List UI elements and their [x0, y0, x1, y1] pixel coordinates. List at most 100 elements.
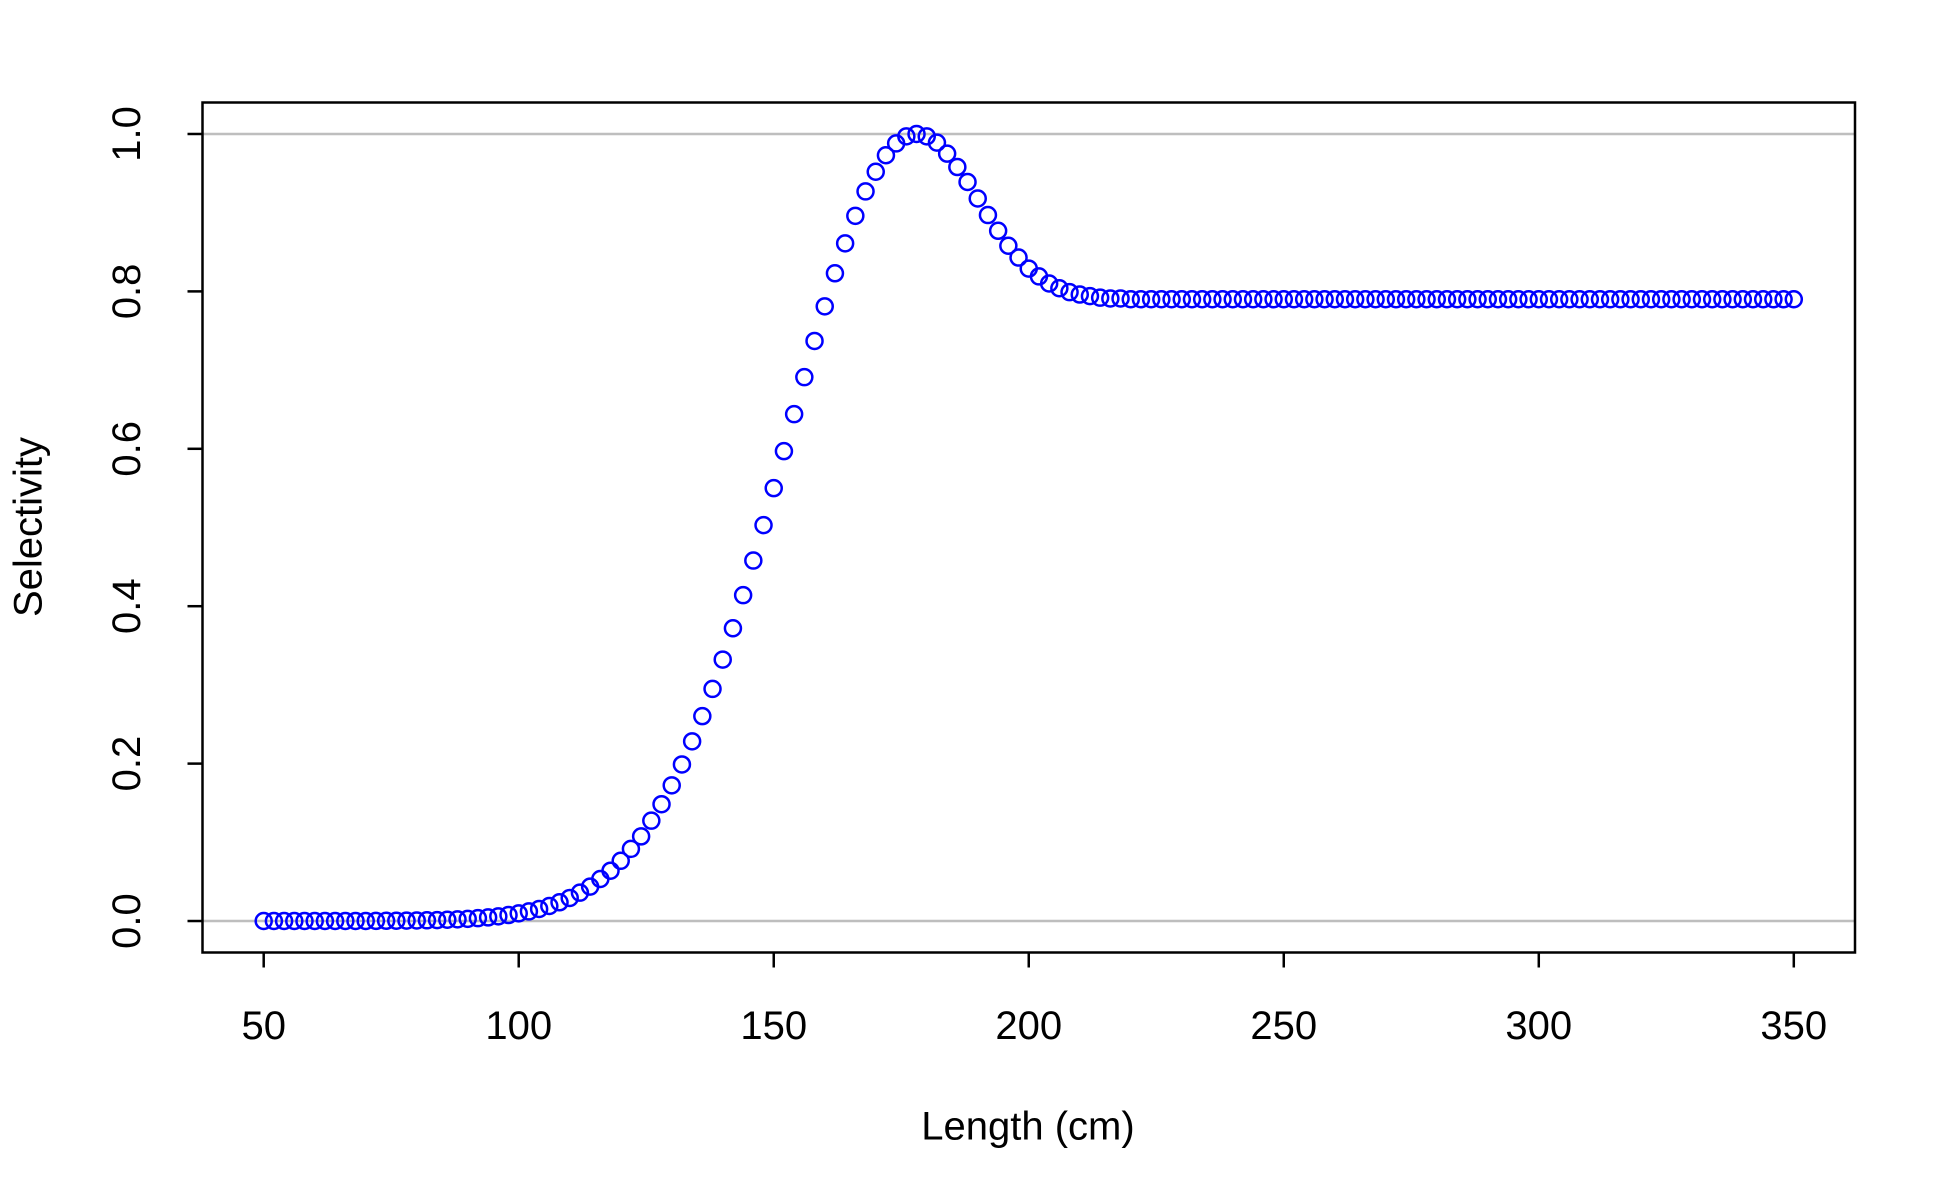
data-point: [1723, 290, 1742, 309]
data-point: [764, 478, 783, 498]
data-point: [1539, 290, 1559, 309]
data-point: [1417, 290, 1436, 309]
data-point: [529, 899, 549, 919]
data-point: [621, 839, 641, 859]
data-point: [825, 264, 845, 283]
data-point: [1549, 290, 1569, 309]
data-point: [601, 861, 620, 880]
data-point: [1284, 290, 1304, 309]
y-tick-label: 0.2: [105, 736, 149, 792]
data-point: [897, 127, 916, 146]
data-point: [948, 157, 967, 177]
data-point: [1182, 290, 1202, 309]
data-point: [744, 551, 763, 570]
data-point: [1447, 290, 1467, 309]
data-point: [1009, 248, 1028, 267]
data-point: [1458, 290, 1477, 309]
data-point: [387, 911, 406, 930]
data-point: [274, 911, 294, 931]
data-point: [1560, 290, 1579, 309]
data-point: [1519, 290, 1538, 309]
data-point: [1733, 290, 1753, 309]
data-point: [1039, 274, 1059, 293]
data-point: [1070, 285, 1090, 304]
data-point: [376, 911, 396, 931]
data-point: [988, 221, 1008, 241]
data-point: [305, 911, 324, 931]
data-point: [1509, 290, 1528, 309]
data-point: [1356, 290, 1375, 309]
data-point: [1621, 290, 1640, 309]
data-point: [907, 124, 926, 144]
data-point: [1090, 288, 1110, 307]
data-point: [1101, 289, 1120, 308]
data-point: [1264, 290, 1283, 309]
data-point: [1050, 278, 1069, 298]
data-point: [917, 127, 936, 146]
data-point: [1682, 290, 1702, 309]
data-point: [856, 182, 875, 201]
data-point: [1784, 290, 1804, 309]
data-point: [805, 331, 824, 351]
data-point: [1213, 290, 1232, 309]
data-point: [366, 911, 386, 931]
data-point: [1407, 290, 1426, 309]
data-point: [876, 145, 896, 165]
data-point: [999, 236, 1018, 255]
data-point: [407, 911, 426, 930]
data-point: [550, 893, 569, 912]
data-point: [1600, 290, 1620, 309]
data-point: [1570, 290, 1589, 309]
data-point: [611, 851, 630, 871]
y-axis-label: Selectivity: [7, 437, 51, 617]
data-point: [672, 755, 692, 774]
data-point: [1478, 290, 1498, 309]
data-point: [1774, 290, 1793, 309]
data-point: [1692, 290, 1712, 309]
data-point: [1121, 290, 1141, 309]
data-point: [723, 618, 743, 638]
y-tick-label: 0.8: [105, 264, 149, 320]
data-point: [774, 441, 794, 461]
data-point: [1141, 290, 1161, 309]
data-point: [703, 679, 722, 699]
data-point: [693, 706, 712, 726]
data-point: [1192, 290, 1212, 309]
data-point: [295, 911, 314, 931]
data-point: [458, 909, 477, 929]
y-tick-label: 1.0: [105, 106, 149, 162]
data-point: [438, 910, 457, 930]
data-point: [846, 206, 865, 226]
data-point: [1662, 290, 1681, 309]
data-point: [642, 811, 661, 830]
data-point: [478, 908, 498, 927]
data-point: [1315, 290, 1334, 309]
data-point: [733, 585, 753, 605]
data-point: [315, 911, 335, 931]
data-point: [1580, 290, 1600, 309]
data-point: [448, 910, 467, 929]
data-point: [1631, 290, 1651, 309]
x-tick-label: 350: [1760, 1004, 1827, 1048]
data-point: [325, 911, 345, 931]
x-tick-label: 200: [995, 1004, 1062, 1048]
y-tick-label: 0.4: [105, 578, 149, 634]
data-point: [1702, 290, 1722, 309]
data-point: [1529, 290, 1549, 309]
data-point: [1274, 290, 1294, 309]
data-point: [937, 144, 957, 163]
data-point: [1080, 286, 1100, 306]
data-point: [815, 297, 834, 316]
data-point: [631, 827, 651, 846]
data-point: [417, 911, 437, 930]
data-point: [254, 911, 273, 931]
data-point: [1386, 290, 1406, 309]
data-point: [795, 367, 814, 387]
data-point: [1672, 290, 1691, 309]
data-point: [519, 902, 539, 921]
data-point: [713, 650, 732, 669]
y-tick-label: 0.0: [105, 893, 149, 949]
data-point: [1396, 290, 1416, 309]
data-point: [397, 911, 416, 930]
